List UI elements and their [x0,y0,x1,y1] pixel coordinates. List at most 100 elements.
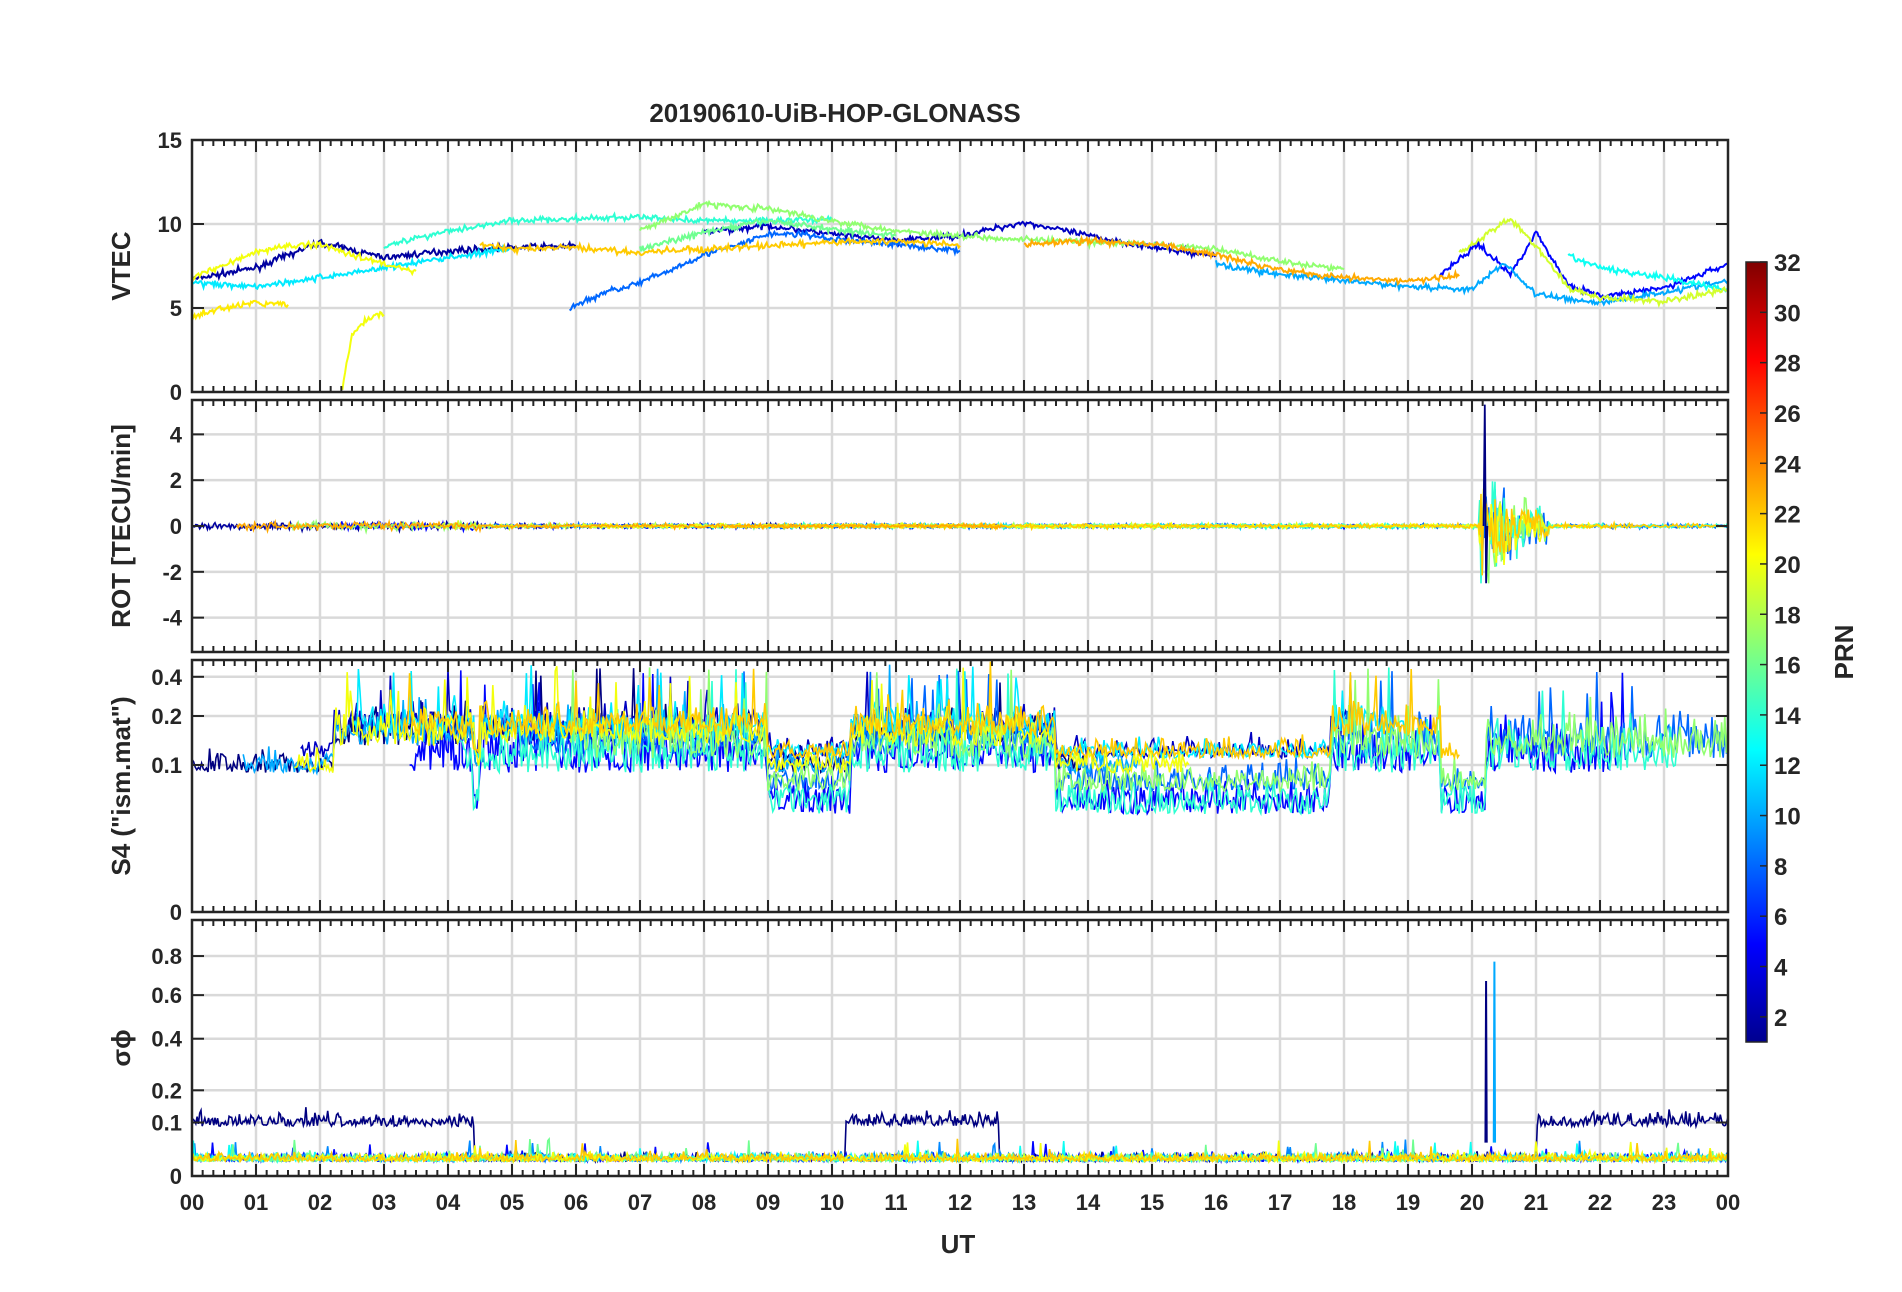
series-line [1215,260,1728,307]
colorbar-gradient [1745,261,1768,1043]
colorbar-tick-label: 32 [1774,250,1801,277]
series-layer [192,961,1728,1165]
y-tick-label: 0 [170,900,182,925]
series-line [1567,253,1728,293]
series-line [479,236,961,258]
x-tick-label: 18 [1332,1190,1356,1215]
y-tick-label: 0.2 [151,704,182,729]
x-tick-labels: 00 01 02 03 04 05 06 07 08 09 10 11 12 13 14 15 16 17 18 19… [180,1190,1740,1215]
x-tick-label: 11 [884,1190,907,1215]
series-line [1023,234,1460,287]
y-tick-label: 10 [158,212,182,237]
x-tick-label: 21 [1524,1190,1548,1215]
x-tick-label: 19 [1396,1190,1420,1215]
x-tick-label: 00 [180,1190,204,1215]
y-tick-label: 0.1 [151,1111,182,1136]
x-tick-label: 10 [820,1190,844,1215]
y-axis-label: VTEC [106,231,136,301]
series-line [192,239,417,282]
colorbar-tick-label: 16 [1774,653,1801,680]
series-line [639,217,897,252]
series-line [1482,404,1489,584]
panel-sigma: 0 0.1 0.2 0.4 0.6 0.8 σϕ [106,918,1730,1189]
y-tick-label: 0.4 [151,665,182,690]
x-tick-label: 07 [628,1190,652,1215]
x-tick-label: 20 [1460,1190,1484,1215]
colorbar-tick-label: 24 [1774,451,1801,478]
colorbar-tick-label: 12 [1774,753,1801,780]
x-tick-label: 08 [692,1190,716,1215]
x-tick-label: 01 [244,1190,268,1215]
colorbar-tick-label: 2 [1774,1005,1787,1032]
y-axis-label: ROT [TECU/min] [106,424,136,628]
series-layer [192,404,1728,584]
colorbar-tick-label: 14 [1774,703,1801,730]
series-line [460,667,1678,817]
x-axis-label: UT [941,1229,976,1259]
y-tick-label: 0.2 [151,1078,182,1103]
x-tick-label: 06 [564,1190,588,1215]
series-layer [192,661,1728,817]
colorbar-tick-label: 8 [1774,854,1787,881]
series-line [192,243,513,292]
y-tick-label: 0 [170,1164,182,1189]
y-tick-label: 0 [170,380,182,405]
x-tick-label: 14 [1076,1190,1101,1215]
series-line [569,229,961,312]
x-tick-label: 05 [500,1190,524,1215]
series-line [192,299,289,321]
x-tick-label: 04 [436,1190,461,1215]
x-tick-label: 13 [1012,1190,1036,1215]
x-tick-label: 09 [756,1190,780,1215]
y-tick-label: 5 [170,296,182,321]
series-line [1458,217,1728,309]
series-line [402,661,1460,761]
colorbar-tick-label: 28 [1774,351,1801,378]
series-line [294,666,1190,776]
colorbar-tick-label: 26 [1774,401,1801,428]
x-tick-label: 12 [948,1190,972,1215]
x-tick-label: 00 [1716,1190,1740,1215]
panel-vtec: 0 5 10 15 VTEC [106,128,1730,405]
colorbar-tick-label: 6 [1774,904,1787,931]
colorbar-label: PRN [1829,625,1859,680]
chart-title: 20190610-UiB-HOP-GLONASS [649,98,1020,128]
y-tick-label: 0.8 [151,944,182,969]
y-tick-label: 0.4 [151,1027,182,1052]
colorbar-tick-label: 20 [1774,552,1801,579]
series-line [341,310,385,391]
y-tick-label: 0.6 [151,983,182,1008]
y-tick-label: 0 [170,514,182,539]
colorbar-tick-label: 22 [1774,502,1801,529]
x-tick-label: 15 [1140,1190,1164,1215]
x-tick-label: 02 [308,1190,332,1215]
colorbar-tick-label: 30 [1774,300,1801,327]
y-tick-label: 0.1 [151,753,182,778]
series-layer [192,199,1728,391]
data-spike [1492,961,1497,1143]
colorbar-tick-label: 18 [1774,602,1801,629]
series-line [236,518,1006,534]
x-tick-label: 16 [1204,1190,1228,1215]
series-line [192,1138,1728,1165]
series-line [703,218,1217,260]
y-axis-label: σϕ [106,1029,136,1066]
colorbar-tick-label: 10 [1774,804,1801,831]
y-tick-label: 2 [170,468,182,493]
panel-s4: 0 0.1 0.2 0.4 S4 ("ism.mat") [106,658,1730,925]
y-tick-label: 15 [158,128,182,153]
y-tick-label: -2 [162,560,182,585]
x-tick-label: 03 [372,1190,396,1215]
series-line [192,238,576,282]
y-tick-label: 4 [170,422,183,447]
x-tick-label: 22 [1588,1190,1612,1215]
series-line [639,199,1345,273]
x-tick-label: 17 [1268,1190,1292,1215]
y-axis-label: S4 ("ism.mat") [106,696,136,875]
panel-rot: -4 -2 0 2 4 ROT [TECU/min] [106,398,1730,654]
colorbar-tick-label: 4 [1774,955,1788,982]
